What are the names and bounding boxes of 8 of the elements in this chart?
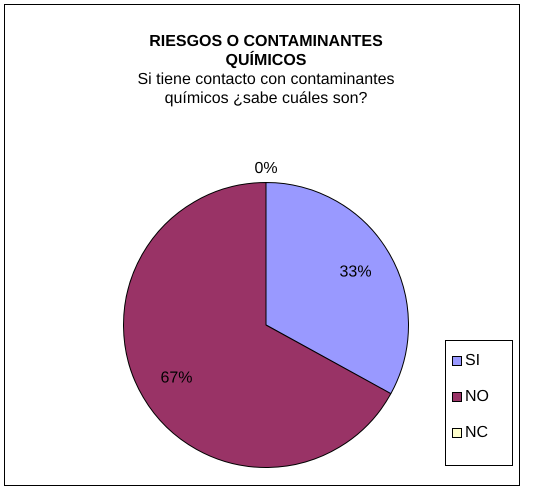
legend-label: NC	[465, 424, 488, 442]
legend-label: NO	[465, 388, 489, 406]
data-label: 33%	[340, 263, 372, 280]
chart-title: RIESGOS O CONTAMINANTES QUÍMICOS	[148, 32, 384, 70]
legend-label: SI	[465, 352, 480, 370]
data-label: 67%	[160, 369, 192, 386]
text: 0%	[254, 160, 278, 177]
chart-subtitle: Si tiene contacto con contaminantes químicos ¿sabe cuáles son?	[136, 70, 396, 108]
